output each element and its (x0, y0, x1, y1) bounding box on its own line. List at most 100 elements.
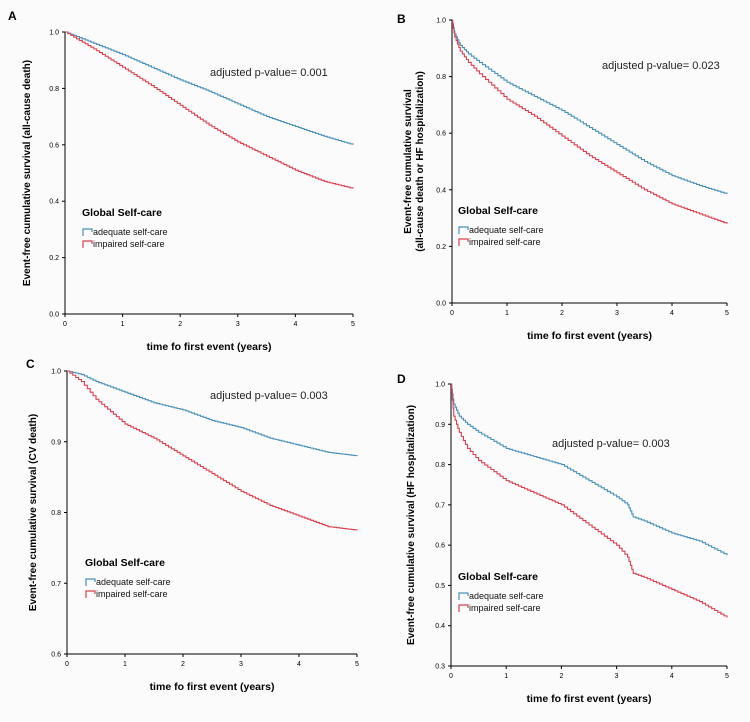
y-tick-label: 0.9 (51, 439, 61, 446)
legend-item-adequate: adequate self-care (469, 591, 544, 601)
chart-panel-c: C 0 1 2 3 4 5 0.6 0.7 0.8 0.9 1.0 time fo first even… (26, 357, 359, 693)
legend-swatch-adequate (85, 578, 96, 586)
chart-panel-a: A 0 1 2 3 4 5 0.0 0.2 0.4 0.6 0.8 1.0 time fo first e… (8, 9, 355, 353)
legend-swatch-adequate (82, 228, 93, 236)
x-tick-label: 4 (297, 661, 301, 668)
y-axis-label: Event-free cumulative survival (CV death… (28, 414, 39, 611)
x-tick-label: 2 (560, 310, 564, 317)
legend-swatch-impaired (82, 240, 93, 248)
y-tick-label: 1.0 (435, 382, 445, 389)
legend-item-adequate: adequate self-care (93, 227, 168, 237)
x-tick-label: 0 (449, 673, 453, 680)
x-tick-label: 1 (505, 310, 509, 317)
legend: Global Self-care adequate self-care impair… (82, 207, 168, 249)
x-tick-label: 5 (351, 321, 355, 328)
x-tick-label: 1 (123, 661, 127, 668)
legend-item-impaired: impaired self-care (469, 603, 541, 613)
y-tick-label: 0.6 (435, 543, 445, 550)
impaired-self-care-curve (67, 370, 358, 531)
x-tick-label: 4 (670, 310, 674, 317)
x-tick-label: 1 (504, 673, 508, 680)
legend-item-adequate: adequate self-care (96, 577, 171, 587)
x-tick-label: 5 (725, 310, 729, 317)
x-tick-label: 0 (65, 661, 69, 668)
legend-item-impaired: impaired self-care (96, 589, 168, 599)
y-tick-label: 0.3 (435, 664, 445, 671)
y-tick-label: 0.6 (51, 652, 61, 659)
adequate-self-care-curve (67, 370, 358, 457)
adequate-self-care-curve (65, 31, 354, 145)
p-value-annotation: adjusted p-value= 0.003 (210, 390, 328, 402)
legend: Global Self-care adequate self-care impair… (85, 557, 171, 599)
impaired-self-care-curve (451, 383, 728, 618)
y-tick-label: 0.4 (435, 623, 445, 630)
y-tick-label: 0.2 (49, 255, 59, 262)
y-axis-label: Event-free cumulative survival (HF hospi… (406, 405, 417, 645)
p-value-annotation: adjusted p-value= 0.023 (602, 60, 720, 72)
x-tick-label: 3 (615, 673, 619, 680)
x-axis-label: time fo first event (years) (150, 681, 275, 693)
y-axis-label: Event-free cumulative survival (all-caus… (22, 60, 33, 286)
legend-swatch-impaired (458, 604, 469, 612)
adequate-self-care-curve (451, 383, 728, 556)
legend-title: Global Self-care (82, 207, 162, 219)
y-tick-label: 0.0 (436, 301, 446, 308)
y-tick-label: 0.2 (436, 244, 446, 251)
y-tick-label: 0.5 (435, 583, 445, 590)
x-tick-label: 3 (239, 661, 243, 668)
y-axis-label: Event-free cumulative survival(all-cause… (403, 71, 426, 252)
x-tick-label: 4 (293, 321, 297, 328)
legend-swatch-impaired (85, 590, 96, 598)
y-tick-label: 0.6 (49, 142, 59, 149)
adequate-self-care-curve (452, 19, 728, 195)
x-tick-label: 2 (181, 661, 185, 668)
y-tick-label: 0.7 (435, 502, 445, 509)
y-tick-label: 0.8 (49, 86, 59, 93)
y-tick-label: 0.9 (435, 422, 445, 429)
x-tick-label: 2 (559, 673, 563, 680)
chart-panel-b: B 0 1 2 3 4 5 0.0 0.2 0.4 0.6 0.8 1.0 time fo first e… (397, 12, 729, 342)
x-tick-label: 4 (670, 673, 674, 680)
panel-letter: C (26, 357, 35, 371)
y-axis-label-line: (all-cause death or HF hospitalization) (415, 71, 426, 252)
y-tick-label: 1.0 (51, 369, 61, 376)
y-tick-label: 0.7 (51, 581, 61, 588)
legend-swatch-impaired (458, 238, 469, 246)
legend: Global Self-care adequate self-care impair… (458, 571, 544, 613)
legend-title: Global Self-care (458, 571, 538, 583)
y-tick-label: 0.4 (436, 187, 446, 194)
x-tick-label: 3 (615, 310, 619, 317)
y-tick-label: 0.6 (436, 131, 446, 138)
y-tick-label: 0.8 (51, 510, 61, 517)
x-tick-label: 5 (725, 673, 729, 680)
y-tick-label: 0.4 (49, 199, 59, 206)
p-value-annotation: adjusted p-value= 0.003 (552, 438, 670, 450)
legend: Global Self-care adequate self-care impair… (458, 205, 544, 247)
legend-item-adequate: adequate self-care (469, 225, 544, 235)
y-tick-label: 0.0 (49, 312, 59, 319)
legend-title: Global Self-care (85, 557, 165, 569)
x-tick-label: 3 (236, 321, 240, 328)
panel-letter: B (397, 12, 406, 26)
x-tick-label: 5 (355, 661, 359, 668)
x-axis-label: time fo first event (years) (527, 693, 652, 705)
x-axis-label: time fo first event (years) (527, 330, 652, 342)
impaired-self-care-curve (65, 31, 354, 189)
impaired-self-care-curve (452, 19, 728, 224)
y-tick-label: 1.0 (49, 30, 59, 37)
x-tick-label: 0 (450, 310, 454, 317)
legend-title: Global Self-care (458, 205, 538, 217)
legend-item-impaired: impaired self-care (469, 237, 541, 247)
x-tick-label: 0 (63, 321, 67, 328)
panel-letter: A (8, 9, 17, 23)
x-tick-label: 2 (178, 321, 182, 328)
legend-swatch-adequate (458, 592, 469, 600)
y-tick-label: 0.8 (435, 462, 445, 469)
legend-item-impaired: impaired self-care (93, 239, 165, 249)
legend-swatch-adequate (458, 226, 469, 234)
p-value-annotation: adjusted p-value= 0.001 (210, 67, 328, 79)
x-tick-label: 1 (121, 321, 125, 328)
y-axis-label-line: Event-free cumulative survival (403, 89, 414, 234)
